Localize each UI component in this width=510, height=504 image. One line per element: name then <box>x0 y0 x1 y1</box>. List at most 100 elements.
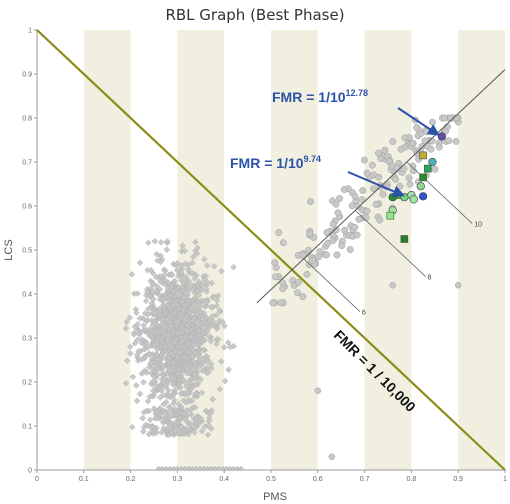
genuine-point <box>377 155 385 162</box>
impostor-point <box>170 465 177 472</box>
impostor-point <box>177 403 184 410</box>
impostor-point <box>178 465 184 472</box>
impostor-point <box>185 339 192 346</box>
impostor-point <box>168 429 175 437</box>
impostor-point <box>191 294 199 302</box>
impostor-point <box>166 342 174 349</box>
impostor-point <box>165 413 172 420</box>
fmr-annotation-2-exponent: 9.74 <box>304 154 322 164</box>
impostor-point <box>148 352 156 359</box>
impostor-point <box>153 321 161 328</box>
grid-band <box>364 30 412 470</box>
genuine-point <box>370 185 378 193</box>
impostor-point <box>198 389 206 397</box>
impostor-point <box>165 403 173 411</box>
impostor-point <box>201 256 208 263</box>
genuine-point <box>340 186 348 194</box>
impostor-point <box>145 407 153 415</box>
genuine-point <box>435 143 443 151</box>
impostor-point <box>182 344 189 351</box>
impostor-point <box>191 429 198 436</box>
impostor-point <box>136 315 144 322</box>
impostor-point <box>209 312 217 320</box>
impostor-point <box>181 354 188 361</box>
genuine-point <box>333 251 341 259</box>
genuine-point <box>422 128 430 136</box>
genuine-point <box>396 182 404 190</box>
impostor-point <box>225 366 232 373</box>
x-tick-label: 1 <box>503 476 507 483</box>
reference-tick-label: 8 <box>427 274 431 281</box>
impostor-point <box>153 282 161 290</box>
genuine-point <box>303 270 311 278</box>
impostor-point <box>128 271 136 278</box>
genuine-point <box>362 214 370 222</box>
impostor-point <box>143 339 150 347</box>
highlight-point <box>428 157 437 167</box>
reference-tick-line <box>303 258 361 312</box>
impostor-point <box>171 428 179 435</box>
impostor-point <box>140 378 147 386</box>
impostor-point <box>176 414 184 422</box>
impostor-point <box>224 339 232 346</box>
x-tick-label: 0.6 <box>313 476 323 483</box>
x-tick-label: 0.3 <box>173 476 183 483</box>
impostor-point <box>215 465 222 472</box>
impostor-point <box>205 422 212 429</box>
highlight-point <box>416 182 425 191</box>
outlier-point <box>328 453 336 461</box>
x-tick-label: 0.4 <box>219 476 229 483</box>
impostor-point <box>202 407 210 415</box>
genuine-point <box>341 226 349 234</box>
impostor-point <box>153 351 161 358</box>
impostor-point <box>171 405 179 413</box>
y-tick-label: 0.3 <box>22 336 32 343</box>
y-tick-label: 0.6 <box>22 204 32 211</box>
impostor-point <box>163 246 171 253</box>
impostor-point <box>200 336 208 344</box>
impostor-point <box>230 263 237 271</box>
impostor-point <box>185 426 193 433</box>
genuine-point <box>445 137 453 145</box>
impostor-point <box>149 387 157 395</box>
impostor-point <box>227 465 233 472</box>
impostor-point <box>210 262 218 270</box>
impostor-point <box>178 338 186 345</box>
genuine-point <box>275 229 283 236</box>
impostor-point <box>216 317 223 325</box>
genuine-point <box>294 278 302 286</box>
grid-band <box>83 30 131 470</box>
genuine-point <box>271 259 279 267</box>
genuine-point <box>329 236 337 244</box>
genuine-point <box>440 114 448 122</box>
x-tick-label: 0.7 <box>360 476 370 483</box>
genuine-point <box>279 239 287 247</box>
impostor-point <box>216 385 224 393</box>
impostor-point <box>215 336 222 343</box>
impostor-point <box>197 376 204 383</box>
impostor-point <box>192 390 199 398</box>
impostor-point <box>191 282 199 290</box>
impostor-point <box>234 465 241 472</box>
genuine-point <box>332 226 340 234</box>
impostor-point <box>160 301 167 308</box>
impostor-point <box>146 292 154 300</box>
genuine-point <box>351 223 359 231</box>
genuine-point <box>269 299 277 307</box>
fmr-annotation-1-base: FMR = 1/10 <box>272 89 346 105</box>
genuine-point <box>348 202 356 210</box>
impostor-point <box>230 465 237 472</box>
impostor-point <box>200 313 207 321</box>
impostor-point <box>151 383 159 390</box>
genuine-point <box>336 195 344 202</box>
impostor-point <box>219 465 226 472</box>
impostor-point <box>178 322 185 330</box>
genuine-point <box>329 220 337 228</box>
y-tick-label: 0.5 <box>22 248 32 255</box>
reference-tick-line <box>406 161 473 224</box>
genuine-point <box>379 190 387 198</box>
impostor-point <box>183 312 191 320</box>
highlight-point <box>419 173 427 182</box>
impostor-point <box>206 334 213 341</box>
genuine-point <box>307 198 314 206</box>
